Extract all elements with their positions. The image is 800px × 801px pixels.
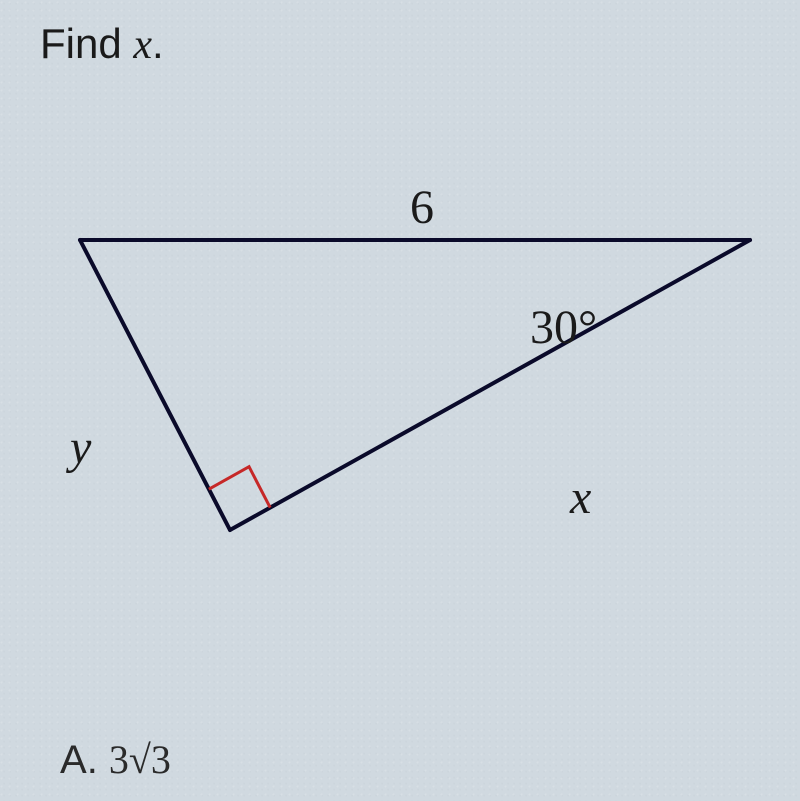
answer-choice-fragment: A. 3√3 <box>60 736 171 783</box>
prompt-text-before: Find <box>40 20 133 67</box>
answer-letter: A <box>60 738 87 782</box>
prompt-variable: x <box>133 22 152 68</box>
triangle-svg <box>30 110 770 630</box>
triangle-edges <box>80 240 750 530</box>
right-angle-marker <box>209 467 270 508</box>
answer-prefix: 3 <box>109 737 129 782</box>
question-prompt: Find x. <box>40 20 164 69</box>
side-x-label: x <box>570 470 591 525</box>
hypotenuse-label: 6 <box>410 180 434 235</box>
triangle-diagram: 6 30° x y <box>30 110 770 630</box>
side-y-label: y <box>70 420 91 475</box>
prompt-text-after: . <box>152 20 164 67</box>
answer-radicand: 3 <box>151 737 171 782</box>
angle-30-label: 30° <box>530 300 597 355</box>
